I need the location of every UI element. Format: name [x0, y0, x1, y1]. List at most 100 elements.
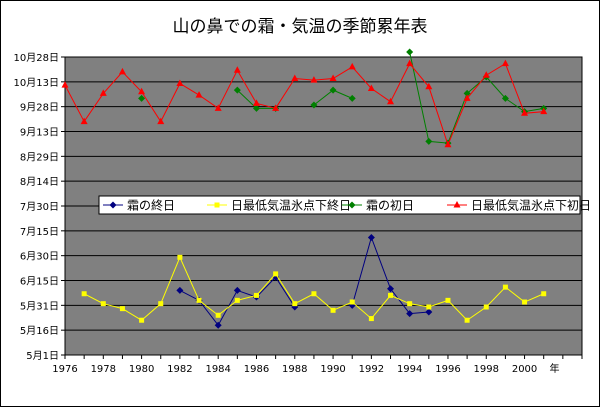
data-point [158, 301, 164, 307]
legend-label: 日最低気温氷点下初日 [471, 198, 591, 213]
data-point [233, 86, 241, 94]
data-point [425, 308, 433, 316]
x-axis-unit: 年 [549, 362, 559, 375]
series [61, 59, 548, 148]
data-point [176, 286, 184, 294]
series-line [64, 62, 544, 147]
data-point [311, 291, 317, 297]
data-point [310, 76, 318, 83]
data-point [368, 316, 374, 322]
x-tick-label: 2000 [512, 364, 537, 375]
x-tick-label: 1994 [397, 364, 422, 375]
y-axis-ticks: 5月1日 5月16日 5月31日 6月15日 6月30日 7月15日 7月30日 8月14日 8… [14, 52, 65, 362]
series-layer [61, 48, 548, 329]
data-point [273, 271, 279, 277]
legend-label: 霜の終日 [127, 198, 175, 213]
x-tick-label: 1976 [52, 364, 77, 375]
data-point [233, 286, 241, 294]
data-point [329, 74, 337, 82]
data-point [425, 137, 433, 145]
data-point [100, 301, 106, 307]
legend-label: 日最低気温氷点下終日 [231, 198, 351, 213]
data-point [176, 79, 184, 86]
data-point [406, 310, 414, 318]
data-point [406, 59, 414, 67]
data-point [329, 86, 337, 94]
y-tick-label: 6月30日 [20, 251, 59, 263]
data-point [272, 104, 280, 111]
data-point [233, 66, 241, 73]
legend-box [98, 195, 581, 215]
data-point [139, 317, 145, 323]
data-point [81, 291, 87, 297]
data-point [253, 292, 259, 298]
y-tick-label: 5月31日 [20, 300, 59, 312]
data-point [252, 104, 260, 112]
x-tick-label: 1980 [129, 364, 154, 375]
data-point [349, 299, 355, 305]
y-tick-label: 7月30日 [20, 201, 59, 213]
data-point [522, 299, 528, 305]
y-tick-label: 9月28日 [20, 102, 59, 114]
data-point [483, 304, 489, 310]
data-point [367, 84, 375, 91]
data-point [214, 104, 222, 111]
data-point [310, 101, 318, 109]
data-point [99, 89, 107, 96]
data-point [252, 99, 260, 106]
y-tick-label: 10月13日 [14, 77, 59, 89]
data-point [348, 201, 356, 209]
data-point [387, 285, 395, 293]
data-point [291, 74, 299, 82]
data-point [388, 292, 394, 298]
x-tick-label: 1982 [167, 364, 192, 375]
data-point [445, 297, 451, 303]
y-tick-label: 7月15日 [20, 226, 59, 238]
y-tick-label: 9月13日 [20, 127, 59, 139]
y-tick-label: 5月16日 [20, 325, 59, 337]
x-tick-label: 1988 [282, 364, 307, 375]
data-point [444, 140, 452, 148]
data-point [540, 107, 548, 115]
data-point [138, 94, 146, 102]
data-point [61, 81, 69, 88]
data-point [138, 87, 146, 95]
data-point [501, 94, 509, 102]
x-tick-label: 1996 [435, 364, 460, 375]
data-point [214, 321, 222, 329]
legend: 霜の終日 日最低気温氷点下終日 霜の初日 日最低気温氷点下初日 [98, 195, 591, 215]
data-point [502, 284, 508, 290]
y-tick-label: 8月29日 [20, 151, 59, 163]
data-point [195, 91, 203, 98]
data-point [463, 89, 471, 97]
data-point [541, 291, 547, 297]
data-point [214, 202, 220, 208]
data-point [118, 67, 126, 75]
x-tick-label: 1984 [205, 364, 230, 375]
data-point [292, 301, 298, 307]
data-point [521, 109, 529, 116]
series [81, 254, 547, 323]
chart-title: 山の鼻での霜・気温の季節累年表 [173, 17, 428, 37]
data-point [453, 201, 461, 208]
data-point [177, 254, 183, 260]
y-tick-label: 10月28日 [14, 52, 59, 64]
data-point [330, 307, 336, 313]
data-point [157, 117, 165, 125]
series [138, 48, 548, 147]
data-point [109, 201, 117, 209]
data-point [215, 312, 221, 318]
data-point [425, 82, 433, 90]
data-point [367, 233, 375, 241]
data-point [501, 59, 509, 67]
data-point [464, 317, 470, 323]
data-point [348, 62, 356, 70]
x-tick-label: 1990 [320, 364, 345, 375]
y-tick-label: 5月1日 [26, 350, 59, 362]
y-tick-label: 8月14日 [20, 176, 59, 188]
data-point [407, 301, 413, 307]
x-tick-label: 1978 [91, 364, 116, 375]
legend-label: 霜の初日 [366, 199, 414, 213]
y-tick-label: 6月15日 [20, 276, 59, 288]
